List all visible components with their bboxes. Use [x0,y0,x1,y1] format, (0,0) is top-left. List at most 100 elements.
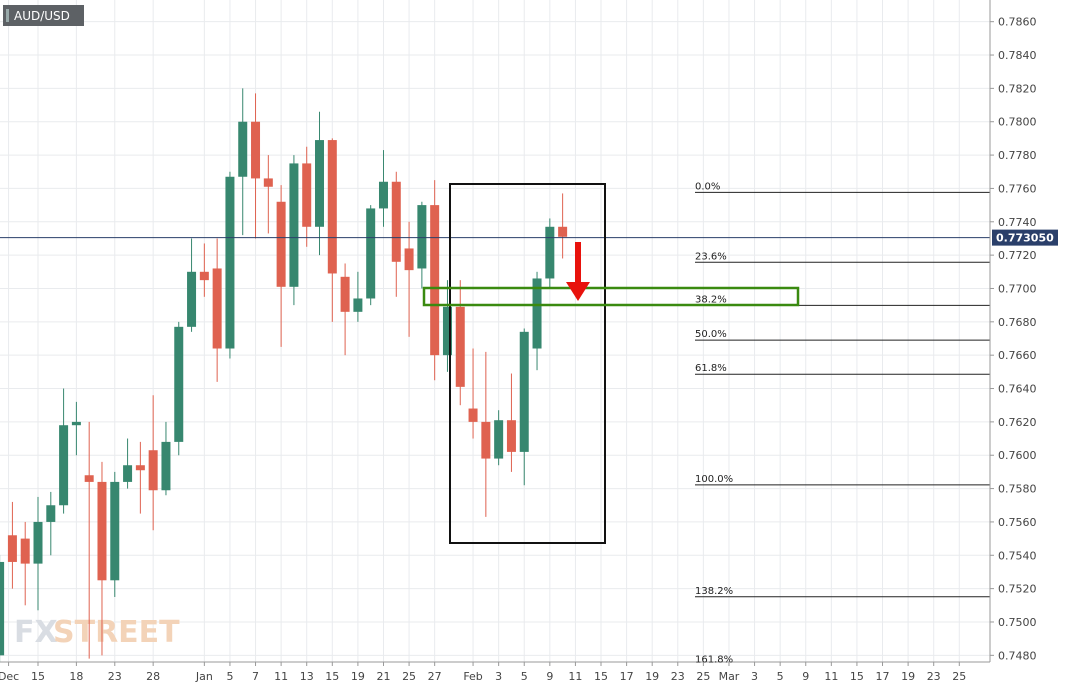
candle-body [276,201,286,287]
candle-body [442,306,452,356]
y-tick-label: 0.7560 [998,516,1037,529]
candle-body [225,176,235,349]
x-tick-label: 23 [108,670,122,683]
y-tick-label: 0.7680 [998,316,1037,329]
x-tick-label: 19 [645,670,659,683]
watermark-fx: FX [14,615,58,650]
y-tick-label: 0.7840 [998,49,1037,62]
current-price-box [992,229,1058,246]
y-tick-label: 0.7740 [998,216,1037,229]
current-price-label: 0.773050 [996,232,1054,245]
x-tick-label: 5 [521,670,528,683]
x-tick-label: 7 [252,670,259,683]
candle-body [404,248,414,271]
x-tick-label: 25 [952,670,966,683]
fib-label: 100.0% [695,474,733,485]
x-tick-label: 19 [351,670,365,683]
candle-body [327,140,337,274]
axes: 0.7480 0.7500 0.7520 0.7540 0.7560 0.7580 0.76… [0,16,1058,683]
x-tick-label: 11 [568,670,582,683]
y-tick-label: 0.7600 [998,449,1037,462]
candle-body [506,420,516,452]
x-tick-label: 19 [901,670,915,683]
candle-body [123,465,133,482]
x-tick-label: 15 [31,670,45,683]
candle-body [558,226,568,237]
watermark: FX STREET [14,615,180,650]
x-tick-label: 9 [546,670,553,683]
candle-body [97,481,107,581]
candle-body [20,538,30,564]
x-tick-label: 18 [69,670,83,683]
grid [0,0,990,662]
fib-label: 38.2% [695,294,727,305]
x-tick-label: Mar [719,670,740,683]
candle-body [251,121,261,179]
x-tick-label: 27 [428,670,442,683]
candle-body [494,420,504,459]
y-tick-label: 0.7480 [998,649,1037,662]
candle-body [238,121,248,177]
candle-body [353,298,363,312]
y-tick-label: 0.7500 [998,616,1037,629]
highlight-box [449,183,606,544]
candle-body [315,140,325,227]
candle-body [59,425,69,506]
fib-label: 138.2% [695,586,733,597]
candle-body [391,181,401,262]
x-tick-label: 17 [620,670,634,683]
candle-body [84,475,94,482]
candle-body [481,421,491,459]
x-tick-label: Jan [195,670,213,683]
fib-label: 161.8% [695,654,733,665]
x-tick-label: 3 [751,670,758,683]
candle-body [199,271,209,281]
candle-body [263,178,273,187]
x-tick-label: Feb [463,670,482,683]
candle-body [187,271,197,327]
candle-body [212,268,222,349]
y-tick-label: 0.7640 [998,383,1037,396]
candle-body [430,205,440,356]
y-tick-label: 0.7820 [998,82,1037,95]
x-tick-label: 23 [927,670,941,683]
x-tick-label: 9 [802,670,809,683]
candle-body [532,278,542,349]
candle-body [161,441,171,491]
x-tick-label: 11 [274,670,288,683]
x-tick-label: 15 [325,670,339,683]
x-tick-label: 11 [824,670,838,683]
x-tick-label: 5 [226,670,233,683]
candle-body [46,505,56,522]
fib-label: 50.0% [695,329,727,340]
candle-body [302,163,312,227]
candle-body [378,181,388,209]
chart-title: AUD/USD [14,9,70,23]
y-tick-label: 0.7780 [998,149,1037,162]
x-tick-label: 21 [376,670,390,683]
candle-body [0,561,5,656]
x-tick-label: Dec [0,670,19,683]
y-tick-label: 0.7620 [998,416,1037,429]
x-tick-label: 25 [402,670,416,683]
x-tick-label: 5 [777,670,784,683]
title-marker [6,9,9,22]
candle-body [366,208,376,299]
y-tick-label: 0.7520 [998,583,1037,596]
x-tick-label: 25 [696,670,710,683]
candle-body [455,306,465,387]
candle-body [33,521,43,564]
candle-body [7,535,17,562]
support-zone [422,286,800,307]
y-tick-label: 0.7720 [998,249,1037,262]
candle-body [110,481,120,581]
fib-label: 61.8% [695,363,727,374]
watermark-street: STREET [53,615,180,650]
y-tick-label: 0.7700 [998,282,1037,295]
x-tick-label: 28 [146,670,160,683]
candle-body [135,465,145,471]
candle-body [417,205,427,269]
x-tick-label: 15 [594,670,608,683]
